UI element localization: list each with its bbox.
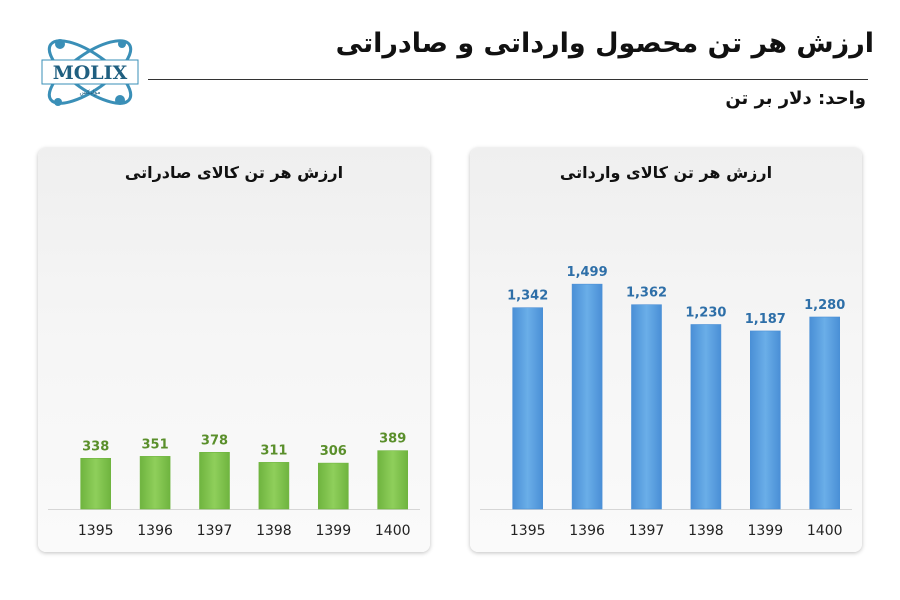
exports-value-label-1395: 338 — [82, 439, 109, 454]
title-divider — [148, 79, 868, 80]
imports-chart-title: ارزش هر تن کالای وارداتی — [560, 163, 772, 182]
imports-category-label-1399: 1399 — [747, 523, 783, 539]
exports-value-label-1400: 389 — [379, 432, 406, 447]
imports-category-label-1397: 1397 — [629, 523, 665, 539]
imports-bar-chart: ارزش هر تن کالای وارداتی 1,342 1395 1,499 13… — [480, 163, 852, 539]
exports-category-label-1399: 1399 — [315, 523, 351, 539]
imports-value-label-1399: 1,187 — [745, 312, 786, 327]
exports-value-label-1396: 351 — [142, 437, 169, 452]
exports-category-label-1395: 1395 — [78, 523, 114, 539]
imports-bar-1398 — [690, 324, 722, 510]
imports-value-label-1398: 1,230 — [685, 306, 726, 321]
molix-logo: MOLIX مولیکس — [38, 22, 142, 122]
imports-value-label-1400: 1,280 — [804, 298, 845, 313]
atom-logo-icon: MOLIX مولیکس — [41, 39, 139, 106]
imports-category-label-1400: 1400 — [807, 523, 843, 539]
logo-subtext: مولیکس — [80, 89, 101, 96]
imports-bar-1396 — [571, 283, 603, 510]
exports-category-label-1398: 1398 — [256, 523, 292, 539]
page-title: ارزش هر تن محصول وارداتی و صادراتی — [335, 28, 875, 59]
exports-bar-1396 — [139, 456, 171, 510]
exports-bar-1395 — [80, 457, 112, 510]
imports-category-label-1395: 1395 — [510, 523, 546, 539]
exports-bar-1399 — [317, 462, 349, 510]
imports-bar-1400 — [809, 316, 841, 510]
exports-chart-panel: ارزش هر تن کالای صادراتی 338 1395 351 1396 37… — [38, 148, 430, 552]
exports-bar-1397 — [199, 451, 230, 510]
exports-value-label-1399: 306 — [320, 444, 347, 459]
footer-fade — [0, 560, 900, 600]
imports-category-label-1398: 1398 — [688, 523, 724, 539]
imports-value-label-1397: 1,362 — [626, 286, 667, 301]
exports-value-label-1398: 311 — [260, 443, 287, 458]
exports-bar-1400 — [377, 450, 409, 510]
exports-bar-1398 — [258, 462, 290, 510]
imports-value-label-1396: 1,499 — [567, 265, 608, 280]
logo-wordmark: MOLIX — [53, 62, 128, 84]
exports-category-label-1397: 1397 — [197, 523, 233, 539]
imports-value-label-1395: 1,342 — [507, 289, 548, 304]
exports-bar-chart: ارزش هر تن کالای صادراتی 338 1395 351 1396 37… — [48, 163, 420, 539]
exports-category-label-1400: 1400 — [375, 523, 411, 539]
imports-bar-1395 — [512, 307, 544, 510]
exports-value-label-1397: 378 — [201, 433, 228, 448]
imports-chart-panel: ارزش هر تن کالای وارداتی 1,342 1395 1,499 13… — [470, 148, 862, 552]
imports-bar-1399 — [749, 330, 781, 510]
imports-bar-1397 — [631, 304, 662, 510]
imports-category-label-1396: 1396 — [569, 523, 605, 539]
unit-label: واحد: دلار بر تن — [725, 88, 866, 109]
exports-category-label-1396: 1396 — [137, 523, 173, 539]
exports-chart-title: ارزش هر تن کالای صادراتی — [125, 163, 343, 182]
